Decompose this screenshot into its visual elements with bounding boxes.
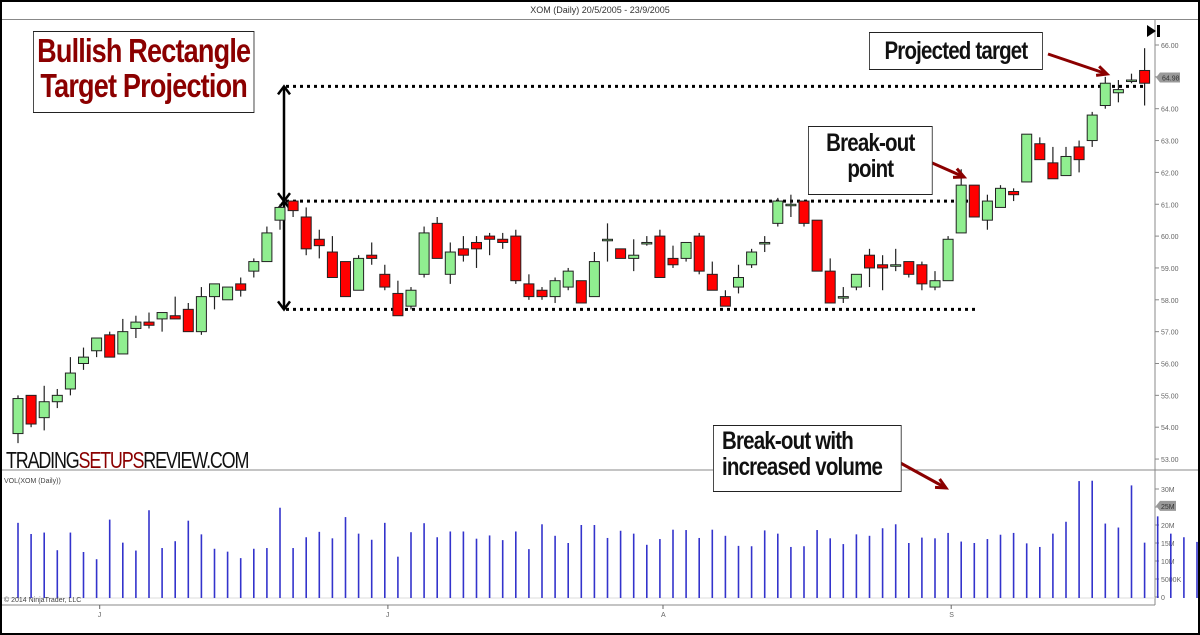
svg-text:64.00: 64.00 — [1161, 107, 1179, 114]
svg-text:10M: 10M — [1161, 559, 1175, 566]
breakout-line-2: point — [847, 155, 894, 184]
svg-text:S: S — [949, 612, 954, 619]
svg-text:61.00: 61.00 — [1161, 202, 1179, 209]
svg-text:54.00: 54.00 — [1161, 425, 1179, 432]
svg-text:66.00: 66.00 — [1161, 43, 1179, 50]
svg-text:J: J — [386, 612, 390, 619]
svg-text:56.00: 56.00 — [1161, 362, 1179, 369]
svg-text:15M: 15M — [1161, 541, 1175, 548]
brand-watermark: TRADINGSETUPSREVIEW.COM — [6, 447, 249, 474]
candlesticks — [12, 48, 1151, 444]
svg-text:57.00: 57.00 — [1161, 330, 1179, 337]
svg-text:53.00: 53.00 — [1161, 457, 1179, 464]
volume-callout: Break-out with increased volume — [713, 425, 902, 492]
brand-part-3: REVIEW.COM — [143, 447, 249, 473]
projected-target-callout: Projected target — [869, 32, 1043, 70]
svg-text:58.00: 58.00 — [1161, 298, 1179, 305]
svg-text:0: 0 — [1161, 595, 1165, 602]
volume-bars — [17, 480, 1198, 598]
title-callout: Bullish Rectangle Target Projection — [33, 31, 255, 113]
svg-text:25M: 25M — [1161, 504, 1175, 511]
title-line-1: Bullish Rectangle — [37, 32, 251, 69]
svg-text:A: A — [661, 612, 666, 619]
svg-text:J: J — [98, 612, 102, 619]
svg-text:20M: 20M — [1161, 523, 1175, 530]
volume-panel-label: VOL(XOM (Daily)) — [4, 478, 61, 485]
svg-text:55.00: 55.00 — [1161, 393, 1179, 400]
skip-to-end-icon[interactable] — [1145, 23, 1161, 39]
svg-text:63.00: 63.00 — [1161, 139, 1179, 146]
breakout-callout: Break-out point — [808, 126, 933, 195]
svg-text:62.00: 62.00 — [1161, 170, 1179, 177]
svg-text:30M: 30M — [1161, 487, 1175, 494]
brand-part-2: SETUPS — [78, 447, 145, 473]
svg-text:59.00: 59.00 — [1161, 266, 1179, 273]
copyright-text: © 2014 NinjaTrader, LLC — [4, 597, 82, 604]
breakout-line-1: Break-out — [826, 129, 915, 157]
svg-text:64.98: 64.98 — [1162, 75, 1180, 82]
volume-line-1: Break-out with — [722, 427, 854, 455]
brand-part-1: TRADING — [6, 447, 80, 473]
chart-title: XOM (Daily) 20/5/2005 - 23/9/2005 — [2, 2, 1198, 20]
volume-line-2: increased volume — [722, 453, 883, 482]
projected-target-label: Projected target — [884, 37, 1028, 65]
title-line-2: Target Projection — [40, 66, 247, 104]
svg-text:60.00: 60.00 — [1161, 234, 1179, 241]
